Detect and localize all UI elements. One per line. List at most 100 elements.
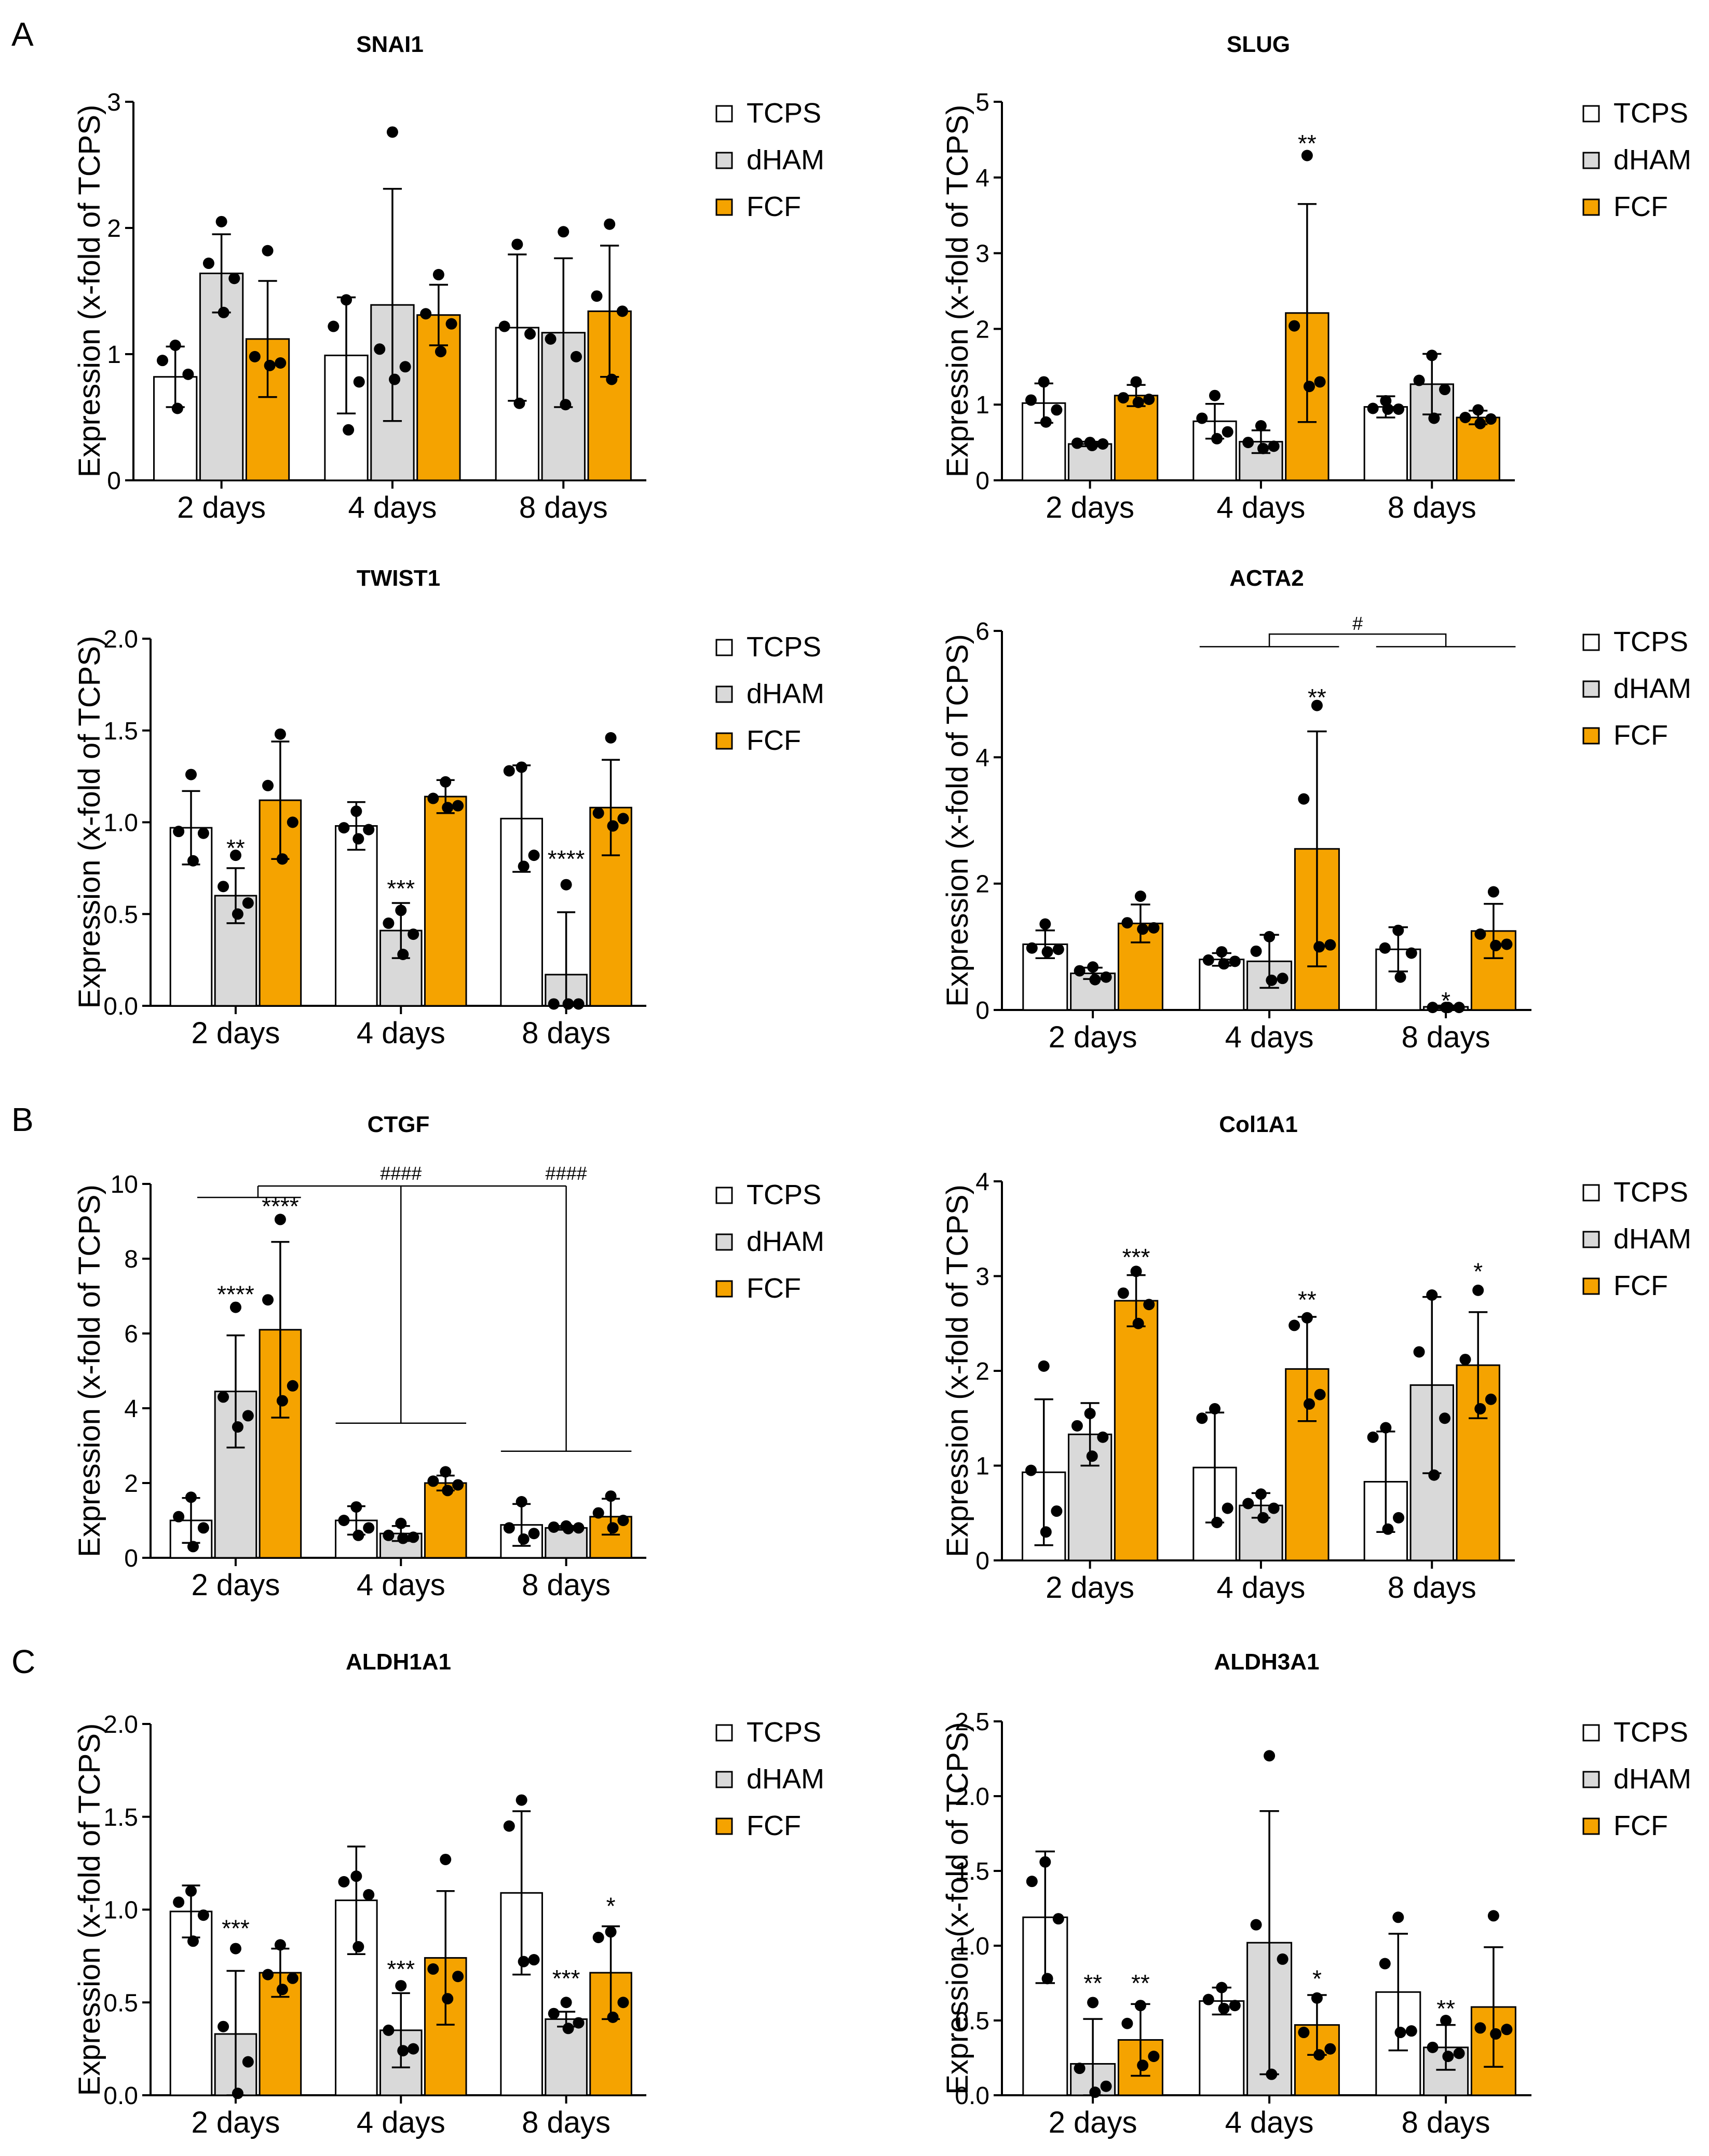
data-point <box>420 308 432 320</box>
data-point <box>1440 2015 1452 2026</box>
data-point <box>605 1490 617 1502</box>
bracket-label: # <box>1352 613 1363 634</box>
data-point <box>617 1997 629 2009</box>
legend-swatch-tcps <box>715 1187 733 1204</box>
data-point <box>1117 392 1129 404</box>
data-point <box>1084 1408 1096 1420</box>
data-point <box>445 318 457 330</box>
data-point <box>242 897 254 909</box>
data-point <box>1501 938 1513 950</box>
data-point <box>562 1522 574 1534</box>
y-axis-label: Expression (x-fold of TCPS) <box>941 105 974 478</box>
data-point <box>513 397 525 409</box>
y-axis-label: Expression (x-fold of TCPS) <box>941 1722 974 2095</box>
chart-slug: SLUG Expression (x-fold of TCPS)0 1 2 3 4 5 2 d… <box>941 32 1691 524</box>
y-tick-label: 0.0 <box>103 2082 138 2110</box>
data-point <box>1298 793 1310 805</box>
significance-label: *** <box>1122 1244 1150 1271</box>
bar-tcps <box>335 825 378 1007</box>
bar-fcf <box>424 796 467 1007</box>
data-point <box>562 998 574 1010</box>
data-point <box>1132 1317 1144 1329</box>
y-tick-label: 2 <box>975 871 989 898</box>
legend-swatch-dham <box>715 685 733 703</box>
data-point <box>1427 1002 1439 1014</box>
data-point <box>1121 917 1133 929</box>
x-tick-label: 4 days <box>357 1016 445 1050</box>
significance-label: ** <box>226 834 245 861</box>
legend-label: dHAM <box>747 1226 824 1257</box>
data-point <box>605 732 617 744</box>
data-point <box>262 1969 274 1980</box>
data-point <box>350 1501 362 1513</box>
data-point <box>353 376 365 388</box>
data-point <box>427 1963 439 1975</box>
legend-label: TCPS <box>1613 1717 1688 1748</box>
data-point <box>197 827 209 839</box>
data-point <box>408 1531 419 1543</box>
data-point <box>427 792 439 804</box>
x-tick-label: 4 days <box>348 491 437 524</box>
data-point <box>562 2023 574 2034</box>
data-point <box>287 1380 299 1392</box>
significance-label: * <box>1441 987 1450 1014</box>
data-point <box>276 1984 288 1996</box>
data-point <box>363 824 375 836</box>
data-point <box>1039 918 1051 930</box>
y-tick-label: 4 <box>124 1395 138 1423</box>
data-point <box>524 328 536 340</box>
data-point <box>1298 2027 1310 2039</box>
bracket-label: #### <box>546 1163 587 1184</box>
data-point <box>1257 442 1269 454</box>
data-point <box>276 853 288 865</box>
y-tick-label: 0.5 <box>103 901 138 928</box>
x-tick-label: 8 days <box>1402 2106 1490 2139</box>
data-point <box>516 1496 527 1507</box>
data-point <box>1026 942 1038 954</box>
data-point <box>274 1214 286 1225</box>
data-point <box>1313 941 1325 953</box>
data-point <box>1264 931 1276 942</box>
y-tick-label: 0.5 <box>955 2007 989 2035</box>
data-point <box>607 1522 619 1534</box>
legend-label: dHAM <box>1613 1763 1691 1795</box>
data-point <box>218 2020 229 2032</box>
significance-label: ** <box>1131 1970 1150 1997</box>
y-tick-label: 1 <box>975 392 989 419</box>
legend-swatch-dham <box>715 1771 733 1788</box>
data-point <box>202 258 214 270</box>
significance-label: ** <box>1436 1995 1455 2022</box>
data-point <box>1025 1464 1037 1476</box>
data-point <box>173 1896 185 1908</box>
data-point <box>528 1528 540 1540</box>
data-point <box>1474 417 1486 429</box>
legend-swatch-fcf <box>1582 1817 1600 1835</box>
x-tick-label: 2 days <box>191 2106 280 2139</box>
data-point <box>1428 1469 1440 1481</box>
data-point <box>1303 381 1315 393</box>
data-point <box>1196 412 1208 424</box>
data-point <box>1209 389 1221 401</box>
data-point <box>1442 1002 1454 1014</box>
data-point <box>1026 1876 1038 1888</box>
data-point <box>1474 2022 1486 2034</box>
legend-label: FCF <box>1613 1810 1668 1841</box>
x-tick-label: 4 days <box>1216 491 1305 524</box>
data-point <box>383 2024 395 2036</box>
legend-swatch-fcf <box>715 732 733 750</box>
y-tick-label: 2.5 <box>955 1708 989 1736</box>
data-point <box>383 917 395 929</box>
data-point <box>1485 413 1497 425</box>
chart-title: Col1A1 <box>1219 1112 1298 1137</box>
data-point <box>528 850 540 861</box>
y-tick-label: 3 <box>975 240 989 268</box>
data-point <box>1074 2063 1086 2074</box>
data-point <box>232 908 243 920</box>
y-tick-label: 4 <box>975 1168 989 1196</box>
data-point <box>1097 1431 1109 1443</box>
legend-label: TCPS <box>747 98 821 129</box>
legend-label: TCPS <box>1613 98 1688 129</box>
data-point <box>352 1529 364 1541</box>
data-point <box>1086 1450 1098 1462</box>
data-point <box>1211 433 1223 444</box>
